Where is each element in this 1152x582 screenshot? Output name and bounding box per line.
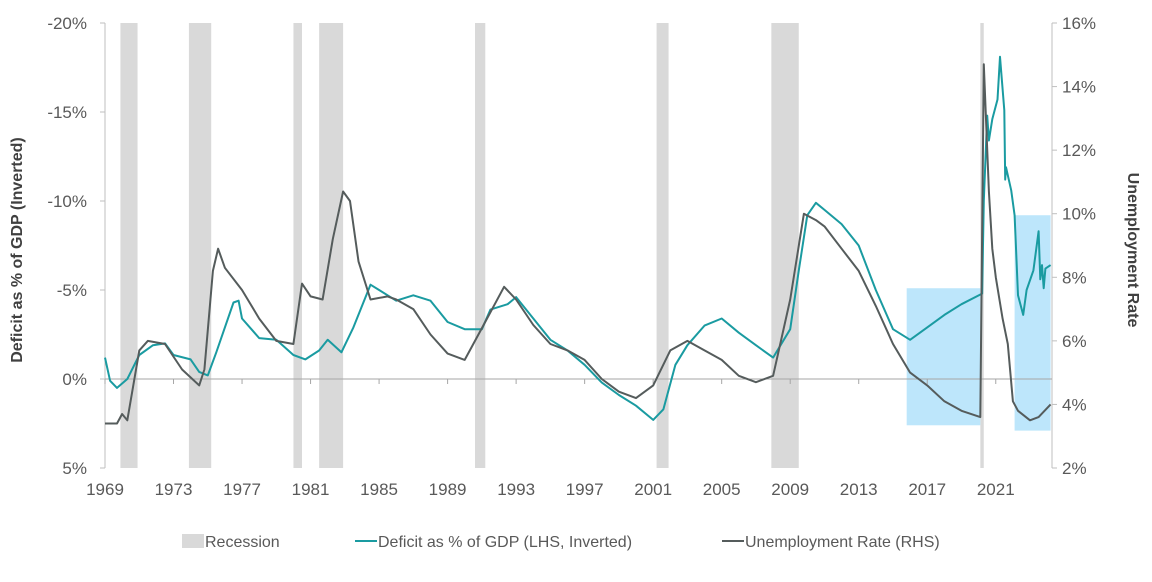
x-tick-label: 2009: [771, 480, 809, 499]
legend: Recession Deficit as % of GDP (LHS, Inve…: [182, 534, 940, 551]
left-tick-label: 0%: [62, 370, 87, 389]
left-tick-label: -20%: [47, 14, 87, 33]
left-tick-label: -10%: [47, 192, 87, 211]
left-axis-title: Deficit as % of GDP (Inverted): [9, 137, 26, 363]
x-tick-label: 2001: [634, 480, 672, 499]
deficit-line: [104, 55, 1052, 421]
right-axis-title: Unemployment Rate: [1124, 173, 1141, 328]
right-tick-label: 4%: [1062, 395, 1087, 414]
right-tick-label: 12%: [1062, 141, 1096, 160]
legend-label-deficit: Deficit as % of GDP (LHS, Inverted): [378, 534, 632, 551]
x-tick-label: 2017: [908, 480, 946, 499]
left-tick-label: 5%: [62, 459, 87, 478]
x-tick-label: 1985: [360, 480, 398, 499]
right-tick-label: 6%: [1062, 332, 1087, 351]
x-tick-label: 2021: [977, 480, 1015, 499]
x-tick-label: 1977: [223, 480, 261, 499]
highlight-box: [1014, 215, 1051, 431]
x-tick-label: 1973: [155, 480, 193, 499]
unemployment-line: [105, 63, 1052, 425]
x-tick-label: 2013: [840, 480, 878, 499]
recession-band: [120, 23, 138, 468]
legend-swatch-recession: [182, 534, 204, 548]
recession-bands: [120, 23, 984, 468]
right-tick-label: 14%: [1062, 78, 1096, 97]
recession-band: [656, 23, 669, 468]
legend-label-recession: Recession: [205, 534, 280, 551]
right-tick-label: 16%: [1062, 14, 1096, 33]
right-tick-label: 2%: [1062, 459, 1087, 478]
x-tick-label: 1997: [566, 480, 604, 499]
recession-band: [188, 23, 212, 468]
legend-label-unemployment: Unemployment Rate (RHS): [745, 534, 940, 551]
axes: -20% -15% -10% -5% 0% 5% 2% 4% 6% 8% 10% 12% 14% 16% 1…: [47, 14, 1096, 499]
right-tick-label: 10%: [1062, 205, 1096, 224]
recession-band: [475, 23, 486, 468]
x-tick-label: 2005: [703, 480, 741, 499]
x-tick-label: 1989: [429, 480, 467, 499]
left-tick-label: -15%: [47, 103, 87, 122]
x-tick-label: 1981: [292, 480, 330, 499]
recession-band: [293, 23, 302, 468]
series-lines: [104, 55, 1052, 425]
x-tick-label: 1993: [497, 480, 535, 499]
recession-band: [771, 23, 799, 468]
highlight-box: [906, 288, 981, 426]
left-tick-label: -5%: [57, 281, 87, 300]
x-tick-label: 1969: [86, 480, 124, 499]
right-tick-label: 8%: [1062, 268, 1087, 287]
highlight-boxes: [906, 215, 1051, 431]
